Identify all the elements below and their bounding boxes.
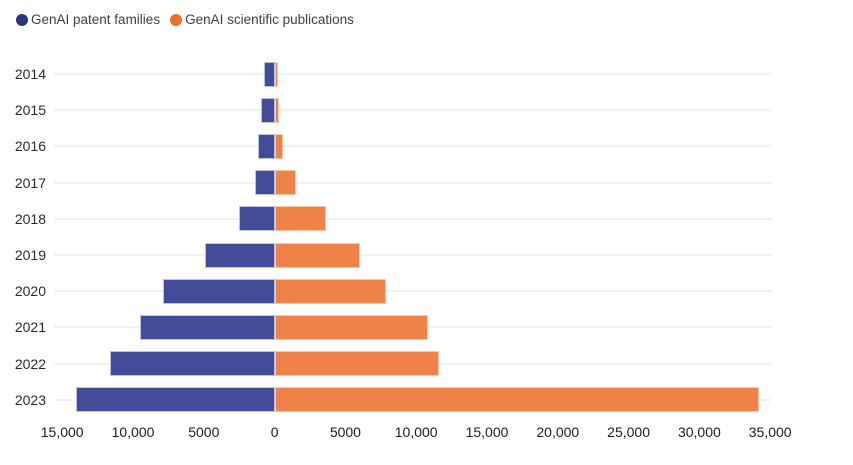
bar-scientific-publications-2018[interactable] xyxy=(275,206,327,232)
legend: GenAI patent families GenAI scientific p… xyxy=(16,12,354,28)
gridline xyxy=(54,290,771,293)
bar-scientific-publications-2022[interactable] xyxy=(275,351,440,377)
bar-patent-families-2020[interactable] xyxy=(162,278,275,304)
legend-marker-scientific-publications-icon xyxy=(170,14,183,26)
gridline xyxy=(54,181,771,184)
legend-label-patent-families: GenAI patent families xyxy=(31,12,161,27)
year-label-2022: 2022 xyxy=(14,355,46,372)
year-label-2020: 2020 xyxy=(14,283,46,300)
x-axis-tick-label: 15,000 xyxy=(465,424,509,440)
bar-patent-families-2023[interactable] xyxy=(76,387,275,413)
gridline xyxy=(54,145,771,148)
x-axis-tick-label: 10,000 xyxy=(111,424,155,440)
gridline xyxy=(54,73,771,75)
year-label-2018: 2018 xyxy=(14,210,46,227)
bar-scientific-publications-2014[interactable] xyxy=(275,61,278,87)
bar-patent-families-2022[interactable] xyxy=(110,351,275,377)
bar-scientific-publications-2020[interactable] xyxy=(275,278,386,304)
bar-scientific-publications-2017[interactable] xyxy=(275,170,297,196)
x-axis-tick-label: 0 xyxy=(270,424,279,440)
x-axis-tick-label: 15,000 xyxy=(40,424,84,440)
legend-item-patent-families[interactable]: GenAI patent families xyxy=(16,12,160,28)
year-label-2014: 2014 xyxy=(14,66,46,82)
bar-patent-families-2015[interactable] xyxy=(261,97,275,123)
gridline xyxy=(54,217,771,220)
gridline xyxy=(54,254,771,256)
bar-patent-families-2021[interactable] xyxy=(140,314,275,340)
x-axis-tick-label: 5000 xyxy=(329,424,361,440)
x-axis-tick-label: 35,000 xyxy=(748,424,792,440)
bar-patent-families-2014[interactable] xyxy=(264,61,275,87)
x-axis-tick-label: 10,000 xyxy=(394,424,438,440)
year-label-2019: 2019 xyxy=(14,247,46,263)
legend-item-scientific-publications[interactable]: GenAI scientific publications xyxy=(170,12,354,28)
year-label-2017: 2017 xyxy=(14,174,46,191)
year-label-2023: 2023 xyxy=(14,391,46,408)
x-axis-tick-label: 30,000 xyxy=(677,424,721,440)
bar-scientific-publications-2015[interactable] xyxy=(275,97,280,123)
year-label-2016: 2016 xyxy=(14,138,46,155)
year-label-2015: 2015 xyxy=(14,102,46,119)
x-axis-tick-label: 5000 xyxy=(188,424,220,440)
bar-scientific-publications-2019[interactable] xyxy=(275,242,361,268)
bar-scientific-publications-2016[interactable] xyxy=(275,133,283,159)
x-axis-tick-label: 20,000 xyxy=(536,424,580,440)
bar-scientific-publications-2023[interactable] xyxy=(275,387,760,413)
bar-patent-families-2018[interactable] xyxy=(239,206,275,232)
bar-scientific-publications-2021[interactable] xyxy=(275,314,429,340)
gridline xyxy=(54,109,771,112)
bar-patent-families-2016[interactable] xyxy=(257,133,275,159)
x-axis-tick-label: 25,000 xyxy=(607,424,650,440)
bar-patent-families-2019[interactable] xyxy=(205,242,275,268)
legend-label-scientific-publications: GenAI scientific publications xyxy=(185,12,354,27)
bar-patent-families-2017[interactable] xyxy=(254,170,275,196)
year-label-2021: 2021 xyxy=(14,319,46,336)
legend-marker-patent-families-icon xyxy=(16,14,28,26)
